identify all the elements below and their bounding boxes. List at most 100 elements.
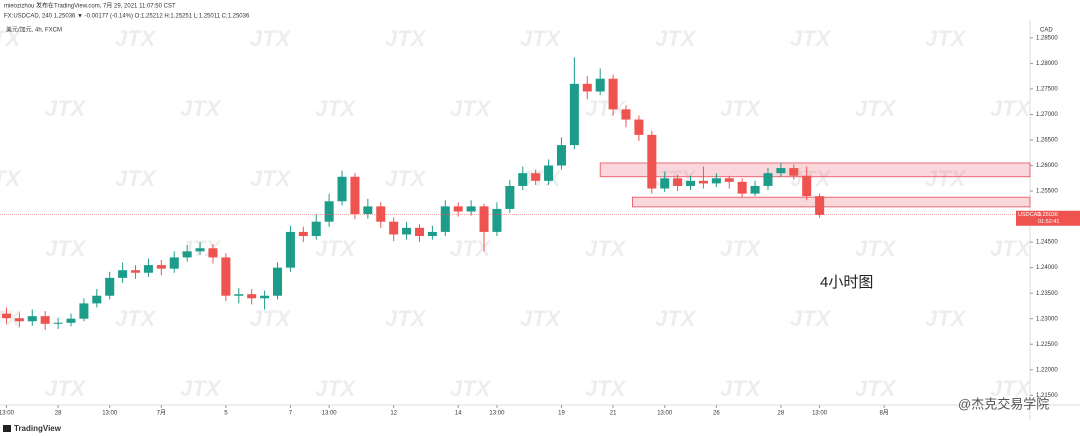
- watermark: JTX: [385, 306, 427, 331]
- watermark: JTX: [250, 26, 292, 51]
- candle-body: [66, 318, 76, 323]
- candle-body: [440, 206, 450, 232]
- currency: CAD: [1040, 28, 1053, 34]
- candle-body: [118, 270, 128, 278]
- candle-body: [143, 265, 153, 273]
- candle-body: [647, 134, 657, 189]
- watermark: JTX: [180, 96, 222, 121]
- candle-body: [621, 109, 631, 120]
- y-tick-label: 1.22000: [1036, 367, 1058, 373]
- watermark: JTX: [990, 236, 1032, 261]
- candle-body: [724, 178, 734, 182]
- watermark: JTX: [450, 236, 492, 261]
- x-tick-label: 5: [224, 411, 228, 417]
- x-tick-label: 13:00: [102, 411, 118, 417]
- x-tick-label: 19: [558, 411, 565, 417]
- candle-body: [79, 303, 89, 319]
- y-tick-label: 1.28000: [1036, 61, 1058, 67]
- x-tick-label: 28: [778, 411, 785, 417]
- y-tick-label: 1.22500: [1036, 342, 1058, 348]
- candle-body: [311, 221, 321, 236]
- candle-body: [427, 231, 437, 236]
- candle-body: [544, 165, 554, 181]
- price-tag-symbol: USDCAD: [1018, 212, 1041, 218]
- watermark: JTX: [720, 376, 762, 401]
- candle-body: [53, 322, 63, 324]
- y-tick-label: 1.28500: [1036, 35, 1058, 41]
- candle-body: [208, 248, 218, 258]
- candle-body: [763, 173, 773, 186]
- candle-body: [789, 168, 799, 176]
- candle-body: [479, 206, 489, 232]
- candle-body: [634, 119, 644, 135]
- candle-body: [556, 145, 566, 166]
- x-tick-label: 21: [610, 411, 617, 417]
- x-tick-label: 13:00: [812, 411, 828, 417]
- candle-body: [14, 318, 24, 322]
- x-tick-label: 13:00: [0, 411, 15, 417]
- candle-body: [182, 251, 192, 258]
- x-tick-label: 13:00: [657, 411, 673, 417]
- watermark: JTX: [520, 306, 562, 331]
- watermark: JTX: [115, 306, 157, 331]
- candle-body: [92, 295, 102, 304]
- candle-body: [324, 201, 334, 222]
- watermark: JTX: [180, 376, 222, 401]
- candle-body: [492, 208, 502, 232]
- candle-body: [686, 180, 696, 186]
- watermark: JTX: [385, 166, 427, 191]
- y-tick-label: 1.23000: [1036, 316, 1058, 322]
- x-tick-label: 7月: [157, 410, 166, 417]
- y-tick-label: 1.26000: [1036, 163, 1058, 169]
- candle-body: [363, 206, 373, 215]
- candle-body: [815, 196, 825, 215]
- candle-body: [247, 294, 257, 299]
- x-tick-label: 12: [390, 411, 397, 417]
- watermark: JTX: [925, 166, 967, 191]
- logo: TradingView: [14, 424, 62, 433]
- candle-body: [776, 168, 786, 174]
- watermark: JTX: [720, 236, 762, 261]
- watermark: JTX: [790, 306, 832, 331]
- watermark: JTX: [855, 236, 897, 261]
- candle-body: [285, 231, 295, 268]
- watermark: JTX: [520, 26, 562, 51]
- y-tick-label: 1.21500: [1036, 393, 1058, 399]
- watermark: JTX: [925, 26, 967, 51]
- watermark: JTX: [990, 376, 1032, 401]
- candle-body: [531, 173, 541, 181]
- watermark: JTX: [0, 306, 22, 331]
- candle-body: [711, 178, 721, 184]
- symbol-title: 美元/加元, 4h, FXCM: [6, 26, 62, 34]
- candle-body: [673, 178, 683, 186]
- watermark: JTX: [115, 166, 157, 191]
- candle-body: [505, 185, 515, 209]
- watermark: JTX: [720, 96, 762, 121]
- x-tick-label: 7: [289, 411, 293, 417]
- watermark: JTX: [655, 26, 697, 51]
- candle-body: [350, 176, 360, 215]
- x-tick-label: 26: [713, 411, 720, 417]
- countdown: 01:52:41: [1038, 219, 1059, 225]
- watermark: JTX: [585, 376, 627, 401]
- candle-body: [414, 227, 425, 236]
- watermark: JTX: [0, 166, 22, 191]
- watermark: JTX: [585, 236, 627, 261]
- watermarks: JTX JTX JTX JTX JTX JTX JTX JTX JTX JTX JTX JTX JTX J…: [0, 26, 1032, 401]
- watermark: JTX: [250, 306, 292, 331]
- y-tick-label: 1.23500: [1036, 291, 1058, 297]
- zone: [599, 162, 1031, 178]
- watermark: JTX: [250, 166, 292, 191]
- header-line2: FX:USDCAD, 240 1.25036 ▼ -0.00177 (-0.14…: [4, 14, 250, 20]
- y-tick-label: 1.24500: [1036, 240, 1058, 246]
- candle-body: [750, 185, 760, 194]
- candle-body: [389, 221, 399, 235]
- y-tick-label: 1.24000: [1036, 265, 1058, 271]
- logo-icon: [3, 425, 11, 432]
- price-tag-value: 1.25036: [1038, 212, 1058, 218]
- watermark: JTX: [315, 376, 357, 401]
- zone: [632, 196, 1031, 208]
- candle-body: [453, 206, 463, 212]
